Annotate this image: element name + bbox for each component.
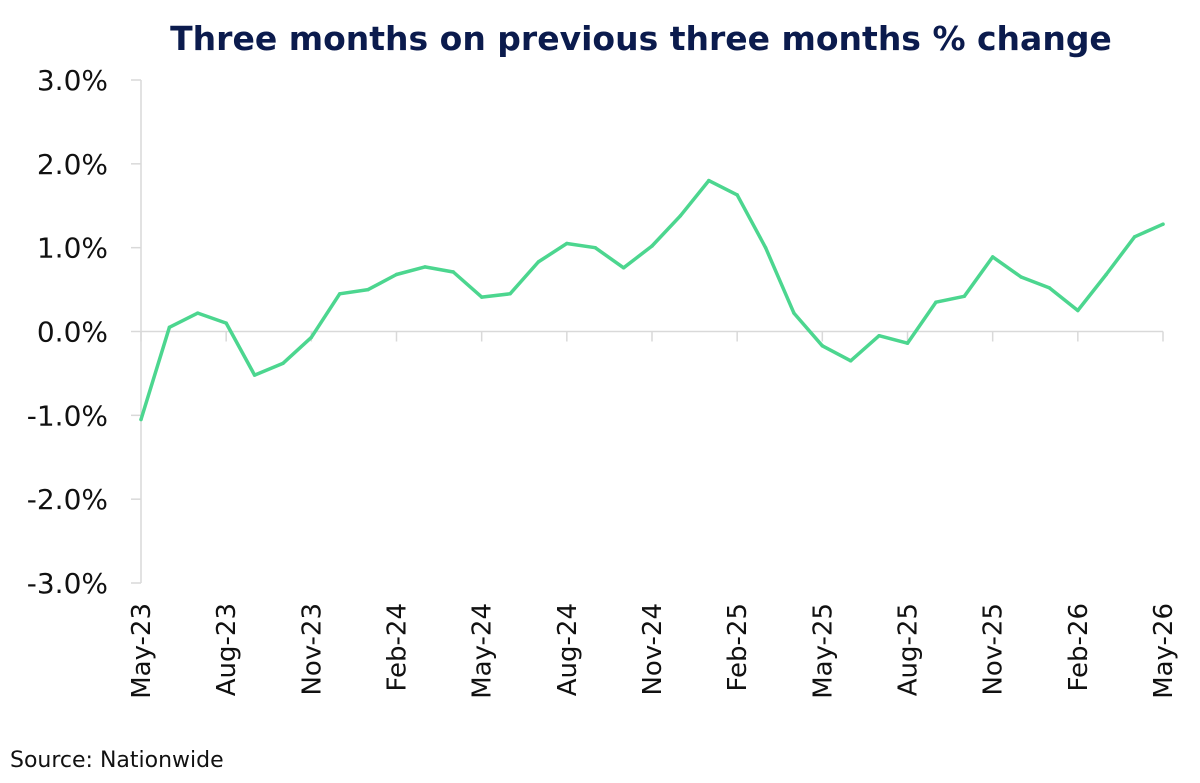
y-tick-label: -1.0% bbox=[27, 399, 108, 432]
data-point bbox=[281, 361, 285, 366]
data-point bbox=[338, 292, 342, 296]
x-tick-label: Aug-23 bbox=[212, 603, 242, 696]
data-point bbox=[479, 295, 484, 299]
data-point bbox=[792, 311, 796, 315]
y-tick-label: 0.0% bbox=[37, 316, 108, 349]
y-tick-label: -3.0% bbox=[27, 567, 108, 600]
data-point bbox=[905, 341, 910, 345]
x-tick-label: May-23 bbox=[127, 603, 157, 699]
x-tick-label: May-26 bbox=[1149, 603, 1179, 699]
data-point bbox=[366, 287, 370, 292]
y-tick-label: -2.0% bbox=[27, 483, 108, 516]
x-tick-label: Nov-23 bbox=[297, 603, 327, 696]
data-point bbox=[224, 321, 228, 325]
y-tick-label: 3.0% bbox=[37, 64, 108, 97]
data-point bbox=[735, 193, 739, 197]
data-point bbox=[1132, 235, 1137, 239]
data-point bbox=[650, 244, 654, 248]
data-point bbox=[1047, 286, 1052, 290]
data-point bbox=[849, 359, 853, 363]
data-point bbox=[451, 270, 455, 274]
data-point bbox=[962, 294, 966, 298]
data-point bbox=[678, 214, 683, 218]
data-point bbox=[423, 265, 427, 269]
data-point bbox=[1104, 272, 1108, 277]
chart-title: Three months on previous three months % … bbox=[170, 19, 1112, 58]
y-tick-label: 2.0% bbox=[37, 148, 108, 181]
series-group bbox=[139, 178, 1165, 422]
data-point bbox=[707, 178, 711, 183]
data-point bbox=[1161, 222, 1165, 226]
data-point bbox=[877, 333, 881, 338]
x-tick-label: Nov-25 bbox=[979, 603, 1009, 696]
x-axis-ticks: May-23 Aug-23 Nov-23 Feb-24 May-24 Aug-24 Nov-… bbox=[127, 331, 1179, 699]
data-point bbox=[1019, 275, 1023, 279]
data-point bbox=[820, 344, 825, 348]
y-axis-ticks: 3.0% 2.0% 1.0% 0.0% -1.0% -2.0% -3.0% bbox=[27, 64, 141, 600]
data-point bbox=[167, 325, 172, 330]
data-point bbox=[565, 241, 569, 246]
data-point bbox=[139, 417, 143, 422]
x-tick-label: Feb-26 bbox=[1064, 603, 1094, 692]
series-line bbox=[139, 178, 1165, 422]
data-point bbox=[394, 272, 399, 277]
x-tick-label: Feb-24 bbox=[383, 603, 413, 692]
data-point bbox=[508, 292, 512, 296]
data-point bbox=[309, 335, 314, 340]
x-tick-label: Aug-24 bbox=[553, 603, 583, 696]
data-point bbox=[593, 245, 597, 250]
x-tick-label: Aug-25 bbox=[894, 603, 924, 696]
x-tick-label: Feb-25 bbox=[723, 603, 753, 692]
data-point bbox=[990, 255, 995, 259]
x-tick-label: Nov-24 bbox=[638, 603, 668, 696]
source-note: Source: Nationwide bbox=[10, 748, 224, 773]
data-point bbox=[621, 266, 626, 270]
data-point bbox=[1076, 308, 1080, 313]
y-tick-label: 1.0% bbox=[37, 232, 108, 265]
data-point bbox=[196, 311, 200, 315]
data-point bbox=[536, 260, 541, 264]
x-tick-label: May-25 bbox=[808, 603, 838, 699]
data-point bbox=[934, 300, 938, 304]
data-point bbox=[763, 245, 768, 250]
x-tick-label: May-24 bbox=[468, 603, 498, 699]
data-point bbox=[252, 373, 257, 377]
